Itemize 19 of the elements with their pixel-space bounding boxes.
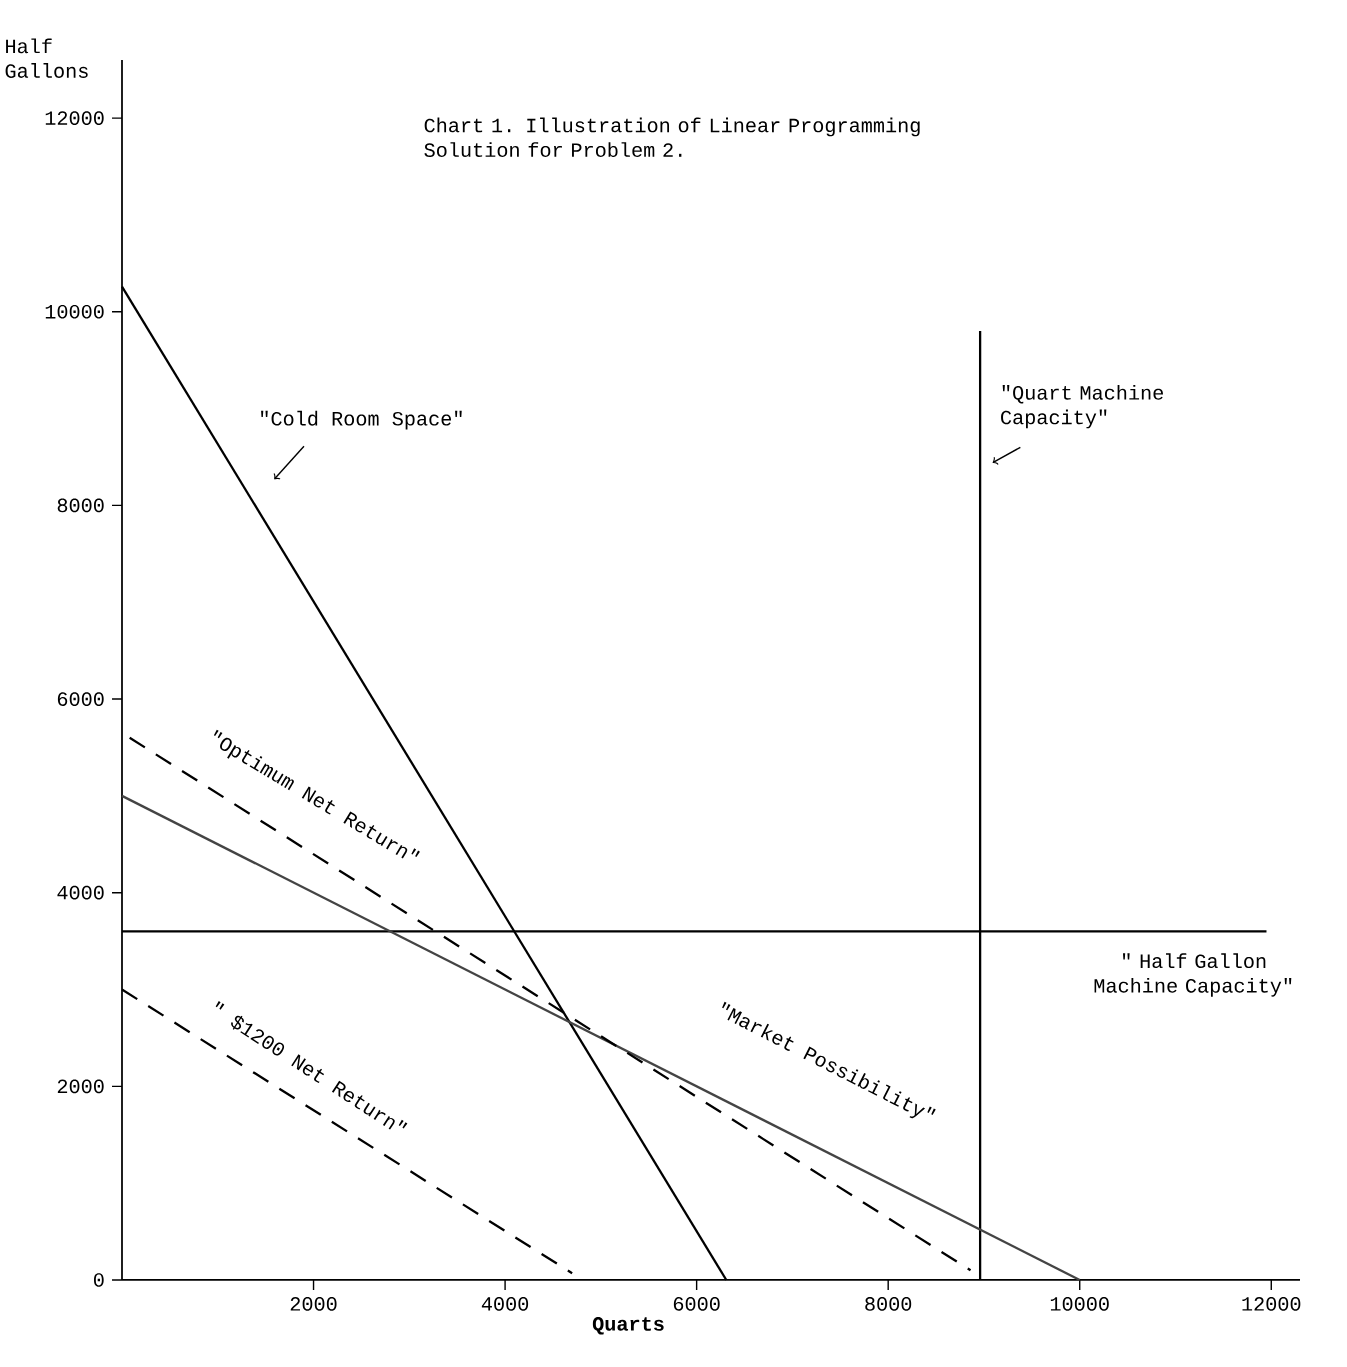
y-tick-label: 8000 xyxy=(57,498,104,513)
y-tick-label: 12000 xyxy=(45,111,104,125)
annotation: "Quart Machine Capacity" xyxy=(1001,384,1163,429)
x-tick-label: 10000 xyxy=(1050,1297,1109,1311)
y-tick-label: 0 xyxy=(94,1273,104,1287)
y-tick-label: 6000 xyxy=(57,692,104,706)
x-tick-label: 2000 xyxy=(290,1297,337,1311)
y-tick-label: 10000 xyxy=(45,304,104,319)
y-tick-label: 2000 xyxy=(57,1079,104,1094)
x-tick-label: 4000 xyxy=(481,1297,529,1311)
annotation: " Half Gallon Machine Capacity" xyxy=(1094,953,1292,997)
x-tick-label: 12000 xyxy=(1242,1297,1301,1311)
y-axis-title: Half Gallons xyxy=(5,38,88,78)
x-tick-label: 6000 xyxy=(673,1297,720,1311)
x-axis-title: Quarts xyxy=(592,1317,664,1335)
x-tick-label: 8000 xyxy=(865,1297,912,1311)
annotation: "Cold Room Space" xyxy=(261,410,462,430)
y-tick-label: 4000 xyxy=(57,885,104,900)
text: Chart 1. Illustration of Linear Programming Solution for Problem 2. xyxy=(424,117,920,157)
